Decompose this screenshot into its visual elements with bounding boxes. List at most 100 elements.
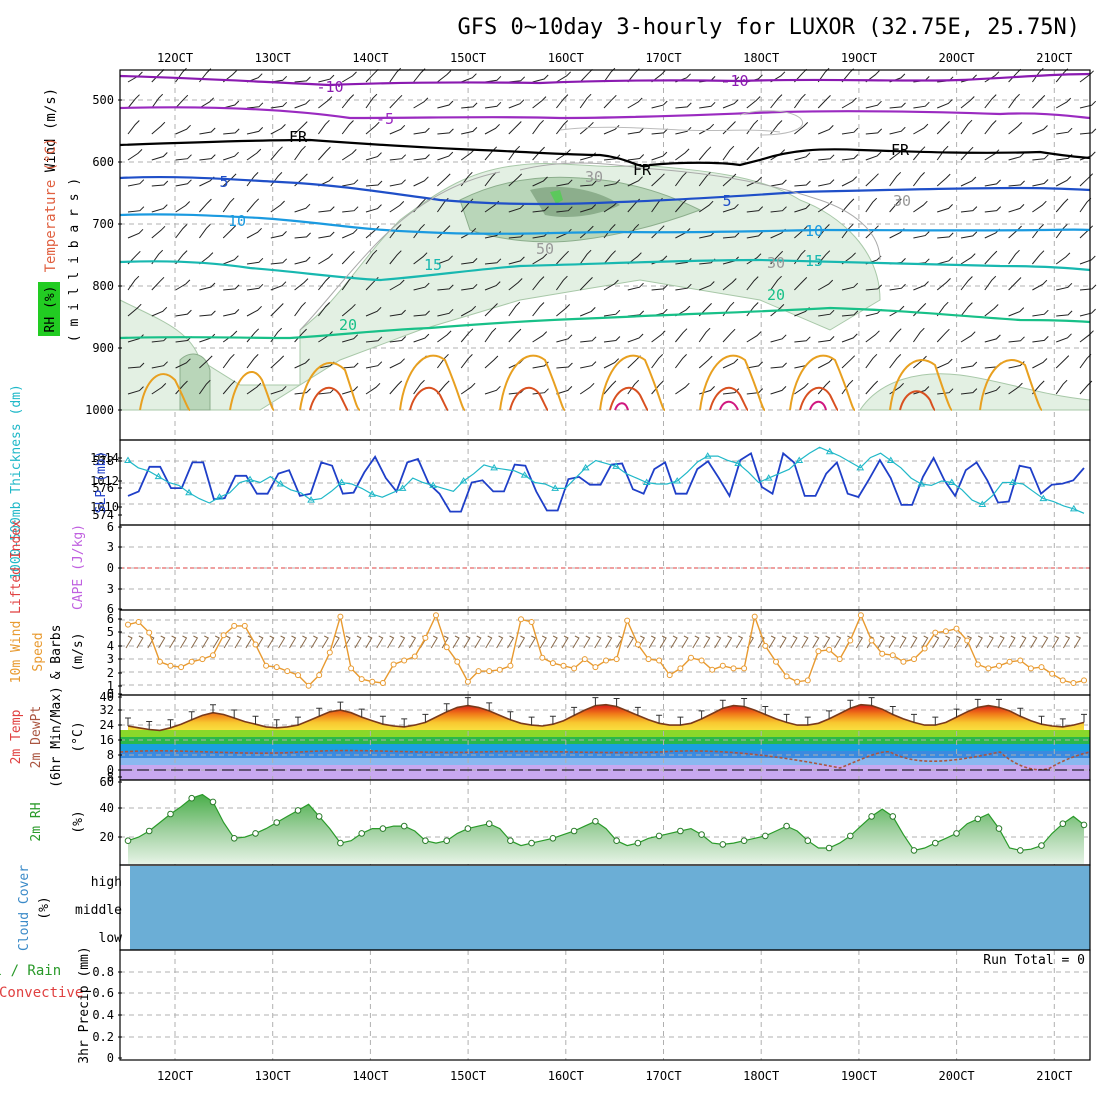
wind-barb bbox=[603, 179, 621, 187]
wind10m-speed-label: Speed bbox=[31, 632, 46, 671]
wind-barb bbox=[722, 173, 737, 187]
wind-barb bbox=[294, 256, 311, 265]
wind-barb bbox=[627, 379, 640, 395]
slp-panel-gridlines bbox=[120, 440, 1090, 525]
top-time-axis: 12OCT 13OCT 14OCT 15OCT 16OCT 17OCT 18OCT 19OCT… bbox=[157, 51, 1072, 65]
rh2m-point bbox=[953, 830, 960, 837]
wind-barb bbox=[984, 334, 1001, 343]
upper-air-panel: -10 -10 -5 FR FR FR 5 5 10 10 15 15 20 20 30 30 50 30 500… bbox=[38, 67, 1097, 441]
bottom-time-axis: 12OCT 13OCT 14OCT 15OCT 16OCT 17OCT 18OCT 19OCT… bbox=[157, 1069, 1072, 1083]
wind-barb bbox=[579, 68, 593, 83]
rh2m-point bbox=[294, 807, 302, 814]
y-tick-label: 0 bbox=[107, 763, 114, 777]
wind-barb bbox=[294, 278, 309, 291]
wind-barb bbox=[342, 386, 359, 395]
wind-barb bbox=[1055, 355, 1070, 369]
minmax-whisker bbox=[592, 697, 599, 706]
wind-barb bbox=[794, 382, 809, 395]
y-tick-label: 0.2 bbox=[92, 1030, 114, 1044]
wind-barb bbox=[722, 278, 737, 291]
wind-barb bbox=[770, 275, 782, 291]
rh2m-point bbox=[358, 830, 366, 837]
wind-barb bbox=[675, 328, 688, 343]
wind-barb bbox=[127, 179, 145, 187]
wind-barb bbox=[556, 250, 569, 265]
minmax-whisker bbox=[571, 706, 578, 716]
contour-label: 30 bbox=[585, 168, 603, 186]
wind-barb bbox=[294, 301, 306, 317]
wind-barb bbox=[984, 206, 1002, 213]
wind-barb bbox=[437, 128, 454, 135]
wind10m-point bbox=[571, 665, 578, 672]
warm-contour-3 bbox=[614, 400, 827, 411]
wind10m-barb bbox=[354, 635, 362, 649]
rh2m-point bbox=[932, 839, 939, 847]
temperature-line bbox=[127, 703, 1085, 732]
wind-barb bbox=[508, 278, 523, 291]
wind10m-barb bbox=[463, 635, 471, 649]
minmax-whisker bbox=[125, 717, 131, 726]
wind10m-point bbox=[358, 676, 365, 683]
thickness-marker bbox=[856, 463, 865, 471]
wind-barb bbox=[175, 380, 188, 395]
wind-barb bbox=[889, 283, 906, 291]
wind10m-barb bbox=[452, 635, 460, 649]
rh2m-point bbox=[783, 822, 790, 830]
wind-barb bbox=[436, 353, 449, 369]
wind-barb bbox=[817, 380, 831, 395]
wind10m-point bbox=[1059, 677, 1066, 684]
wind10m-barb bbox=[332, 635, 340, 649]
wind10m-barb bbox=[725, 635, 733, 649]
wind-barb bbox=[603, 250, 616, 265]
wind10m-barb bbox=[975, 635, 983, 649]
wind10m-point bbox=[889, 652, 896, 659]
wind-barb bbox=[865, 353, 878, 369]
time-label-top: 20OCT bbox=[939, 51, 975, 65]
wind10m-barb bbox=[201, 635, 210, 649]
wind10m-point bbox=[295, 672, 301, 679]
minmax-whisker bbox=[507, 711, 514, 720]
wind10m-point bbox=[730, 665, 737, 672]
wind10m-point bbox=[1081, 677, 1087, 684]
wind-barb bbox=[579, 382, 595, 395]
wind10m-barb bbox=[648, 635, 656, 649]
upper-wind-barbs bbox=[127, 67, 1097, 395]
wind-barb bbox=[865, 330, 880, 343]
wind-barb bbox=[1008, 382, 1023, 395]
wind-barb bbox=[1055, 379, 1068, 395]
isotherm-10 bbox=[119, 213, 1091, 235]
wind10m-point bbox=[911, 656, 917, 663]
wind-barb bbox=[913, 101, 930, 109]
wind-barb bbox=[556, 71, 572, 83]
wind-barb bbox=[246, 148, 262, 161]
y-tick-label: 6 bbox=[107, 602, 114, 616]
contour-label: 20 bbox=[339, 316, 357, 334]
wind-barb bbox=[365, 152, 382, 161]
wind-barb bbox=[484, 101, 502, 109]
contour-label: 5 bbox=[219, 173, 228, 191]
wind-barb bbox=[365, 68, 379, 83]
rh2m-point bbox=[995, 825, 1003, 832]
wind-barb bbox=[865, 380, 879, 395]
wind10m-panel-gridlines bbox=[120, 610, 1090, 695]
wind10m-barb bbox=[790, 635, 798, 649]
wind-barb bbox=[889, 305, 905, 317]
wind-barb bbox=[151, 361, 168, 369]
wind10m-point bbox=[592, 664, 599, 671]
wind10m-point bbox=[847, 637, 854, 644]
wind-barb bbox=[722, 328, 736, 343]
wind-barb bbox=[580, 336, 597, 343]
wind-barb bbox=[342, 206, 359, 213]
wind-barb bbox=[318, 388, 335, 395]
rh2m-point bbox=[634, 839, 642, 847]
wind-barb bbox=[198, 223, 211, 239]
wind-barb bbox=[484, 303, 498, 317]
y-tick-label: 1010 bbox=[90, 500, 119, 514]
temp2m-unit-label: (°C) bbox=[71, 721, 86, 752]
minmax-whisker bbox=[295, 716, 301, 726]
wind-barb bbox=[936, 301, 949, 317]
wind-barb bbox=[365, 361, 383, 369]
wind-barb bbox=[937, 204, 953, 213]
wind-barb bbox=[1032, 250, 1045, 265]
